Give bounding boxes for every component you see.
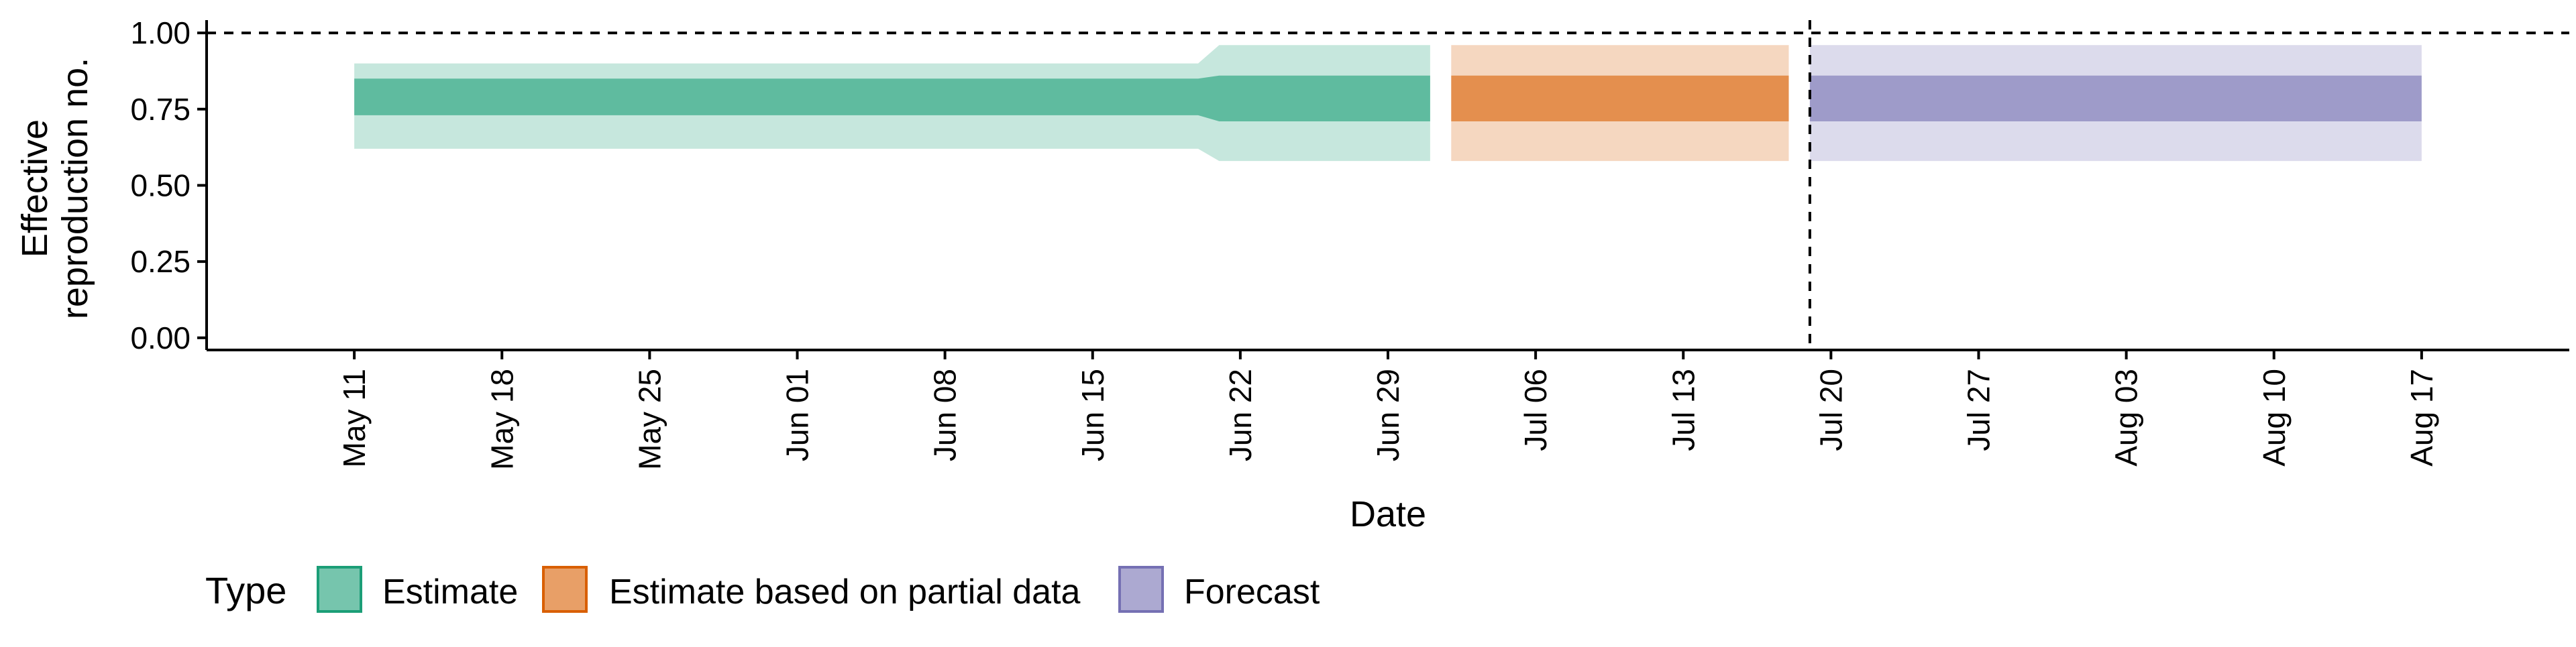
x-tick-label-6: Jun 22 (1223, 369, 1258, 461)
x-tick-label-3: Jun 01 (780, 369, 815, 461)
legend-key-1 (317, 566, 362, 613)
band-50-1 (354, 75, 1430, 121)
x-tick-label-14: Aug 17 (2404, 369, 2439, 467)
x-tick-label-12: Aug 03 (2109, 369, 2144, 467)
y-axis-title-line-1: Effective (15, 119, 55, 257)
y-tick-label-0: 0.00 (130, 320, 191, 355)
x-axis-title: Date (1350, 494, 1426, 534)
x-tick-label-2: May 25 (632, 369, 667, 470)
band-50-2 (1451, 75, 1789, 121)
y-tick-label-3: 0.75 (130, 92, 191, 127)
legend-label-3: Forecast (1184, 573, 1320, 611)
y-tick-label-4: 1.00 (130, 15, 191, 50)
legend-title: Type (205, 569, 286, 611)
x-tick-label-0: May 11 (337, 369, 372, 467)
x-tick-label-13: Aug 10 (2257, 369, 2292, 467)
x-tick-label-11: Jul 27 (1962, 369, 1996, 451)
x-tick-label-1: May 18 (484, 369, 519, 470)
x-tick-label-8: Jul 06 (1518, 369, 1553, 451)
x-tick-label-9: Jul 13 (1666, 369, 1701, 451)
legend-key-3 (1118, 566, 1164, 613)
x-tick-label-10: Jul 20 (1813, 369, 1848, 451)
y-tick-label-2: 0.50 (130, 168, 191, 202)
y-tick-label-1: 0.25 (130, 244, 191, 279)
legend-label-1: Estimate (382, 573, 518, 611)
legend-label-2: Estimate based on partial data (609, 573, 1081, 611)
band-50-3 (1809, 75, 2422, 121)
x-tick-label-7: Jun 29 (1371, 369, 1405, 461)
x-tick-label-5: Jun 15 (1075, 369, 1110, 461)
legend-key-2 (542, 566, 588, 613)
x-tick-label-4: Jun 08 (928, 369, 963, 461)
y-axis-title-line-2: reproduction no. (55, 58, 95, 319)
